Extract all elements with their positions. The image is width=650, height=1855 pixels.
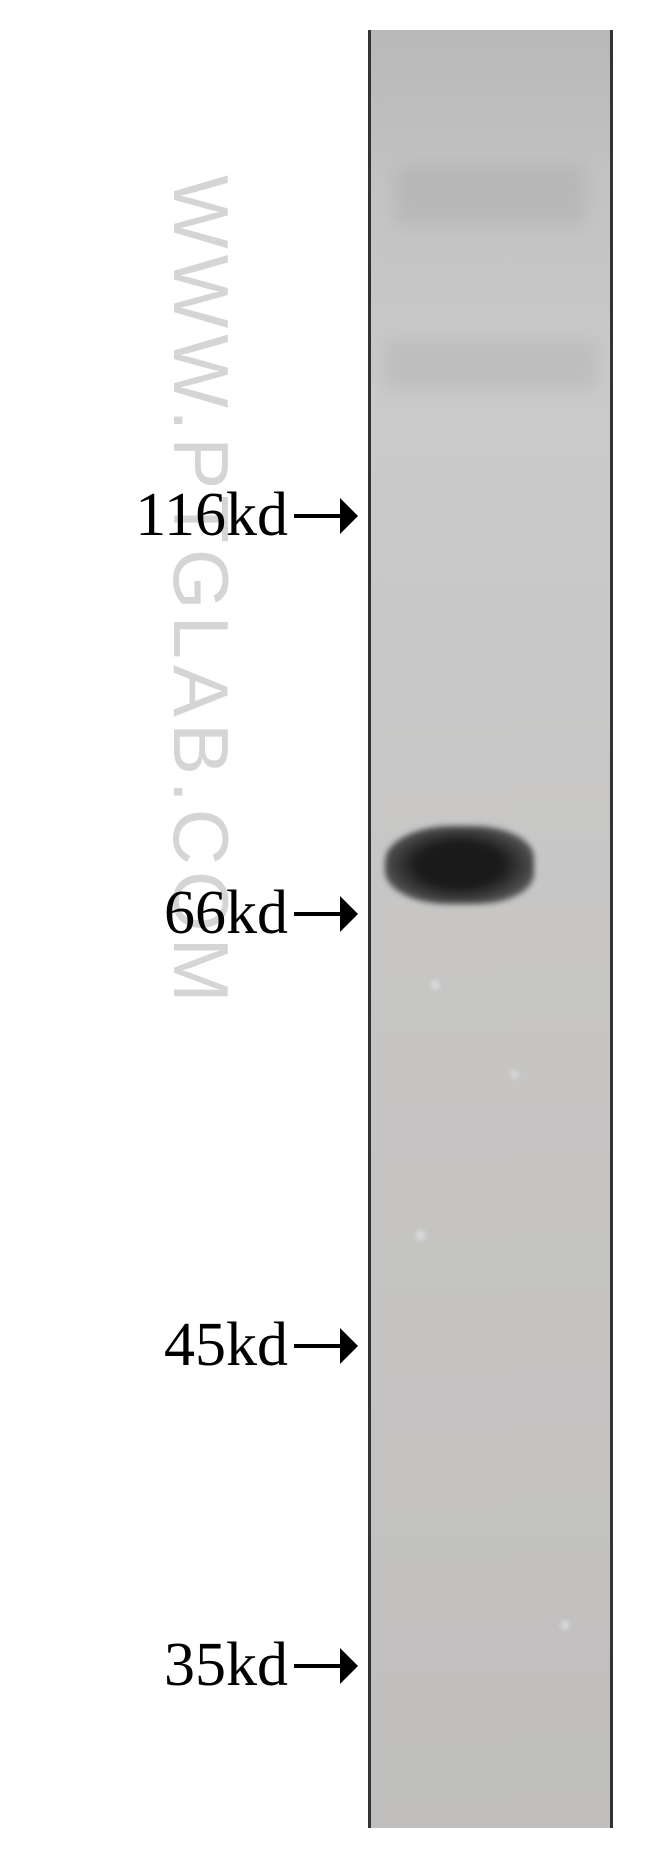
arrow-right-icon (294, 1645, 358, 1687)
mw-marker-label: 35kd (164, 1630, 288, 1701)
blot-lane (368, 30, 613, 1828)
artifact-speck (430, 980, 440, 990)
arrow-right-icon (294, 495, 358, 537)
mw-marker-label: 45kd (164, 1310, 288, 1381)
protein-band (385, 826, 533, 904)
mw-marker: 45kd (164, 1310, 358, 1381)
artifact-speck (510, 1070, 519, 1079)
lane-background (371, 30, 610, 1828)
arrow-right-icon (294, 893, 358, 935)
artifact-speck (415, 1230, 426, 1241)
mw-marker-label: 66kd (164, 878, 288, 949)
mw-marker: 35kd (164, 1630, 358, 1701)
arrow-right-icon (294, 1325, 358, 1367)
mw-marker-label: 116kd (135, 480, 288, 551)
mw-marker: 66kd (164, 878, 358, 949)
western-blot-figure: WWW.PTGLAB.COM 116kd66kd45kd35kd (0, 0, 650, 1855)
faint-band (395, 165, 586, 225)
mw-marker: 116kd (135, 480, 358, 551)
artifact-speck (560, 1620, 570, 1630)
faint-band (383, 340, 598, 390)
